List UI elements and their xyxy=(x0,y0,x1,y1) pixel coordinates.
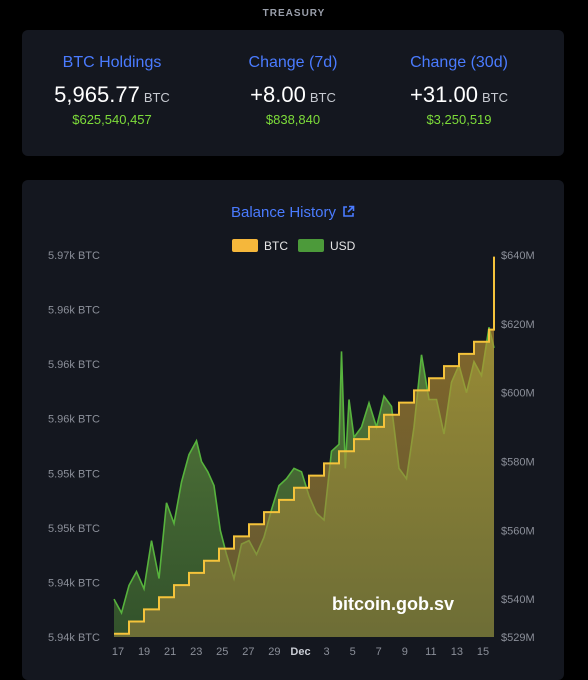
y-left-tick-label: 5.96k BTC xyxy=(48,305,100,317)
stat-unit: BTC xyxy=(309,90,336,105)
y-left-tick-label: 5.97k BTC xyxy=(48,250,100,262)
stat-usd-value: $625,540,457 xyxy=(72,112,152,127)
x-tick-label: 19 xyxy=(138,646,150,658)
stat-unit: BTC xyxy=(143,90,170,105)
legend-swatch-btc xyxy=(232,239,258,252)
legend-label-btc: BTC xyxy=(264,239,288,253)
stat-unit: BTC xyxy=(481,90,508,105)
stat-value: 5,965.77 BTC xyxy=(22,82,202,108)
stat-usd-value: $3,250,519 xyxy=(426,112,492,127)
legend-label-usd: USD xyxy=(330,239,356,253)
x-tick-label: 27 xyxy=(242,646,254,658)
stat-value-number: 5,965.77 xyxy=(54,82,140,107)
x-tick-label: 11 xyxy=(425,646,436,658)
stat-label: Change (30d) xyxy=(410,54,508,71)
y-left-tick-label: 5.96k BTC xyxy=(48,359,100,371)
stat-usd-value: $838,840 xyxy=(265,112,321,127)
x-tick-label: 23 xyxy=(190,646,202,658)
chart-title-link[interactable]: Balance History xyxy=(22,204,564,222)
x-tick-label: 25 xyxy=(216,646,228,658)
treasury-stats-card: BTC Holdings 5,965.77 BTC $625,540,457 Ch… xyxy=(22,30,564,156)
x-tick-label: 7 xyxy=(376,646,382,658)
y-left-tick-label: 5.96k BTC xyxy=(48,414,100,426)
stat-value-number: +31.00 xyxy=(410,82,478,107)
page-header: TREASURY xyxy=(262,8,326,19)
btc-series-area xyxy=(114,256,494,637)
x-tick-label: Dec xyxy=(290,646,310,658)
stat-label: Change (7d) xyxy=(248,54,338,71)
chart-legend: BTC USD xyxy=(232,239,356,253)
y-left-tick-label: 5.95k BTC xyxy=(48,523,100,535)
x-tick-label: 17 xyxy=(112,646,124,658)
x-tick-label: 9 xyxy=(402,646,408,658)
y-left-tick-label: 5.94k BTC xyxy=(48,632,100,644)
stat-value-number: +8.00 xyxy=(250,82,306,107)
y-left-tick-label: 5.94k BTC xyxy=(48,577,100,589)
y-right-tick-label: $620M xyxy=(501,319,535,331)
x-tick-label: 3 xyxy=(324,646,330,658)
stat-value: +8.00 BTC xyxy=(203,82,383,108)
x-tick-label: 29 xyxy=(268,646,280,658)
y-right-tick-label: $560M xyxy=(501,525,535,537)
y-right-tick-label: $600M xyxy=(501,388,535,400)
watermark: bitcoin.gob.sv xyxy=(332,594,454,614)
x-tick-label: 21 xyxy=(164,646,176,658)
x-tick-label: 13 xyxy=(451,646,463,658)
x-tick-label: 5 xyxy=(350,646,356,658)
left-axis-ticks: 5.97k BTC 5.96k BTC 5.96k BTC 5.96k BTC 5.95… xyxy=(48,250,100,644)
external-link-icon[interactable] xyxy=(342,205,355,222)
legend-swatch-usd xyxy=(298,239,324,252)
stat-label: BTC Holdings xyxy=(62,54,162,71)
y-right-tick-label: $640M xyxy=(501,250,535,262)
chart-title: Balance History xyxy=(230,204,337,221)
y-right-tick-label: $580M xyxy=(501,456,535,468)
x-tick-label: 15 xyxy=(477,646,489,658)
btc-series-line xyxy=(114,256,495,635)
y-right-tick-label: $529M xyxy=(501,632,535,644)
y-right-tick-label: $540M xyxy=(501,594,535,606)
right-axis-ticks: $640M $620M $600M $580M $560M $540M $529M xyxy=(501,250,535,644)
y-left-tick-label: 5.95k BTC xyxy=(48,468,100,480)
x-axis-ticks: 17 19 21 23 25 27 29 Dec 3 5 7 9 11 13 15 xyxy=(112,646,489,658)
stat-value: +31.00 BTC xyxy=(369,82,549,108)
